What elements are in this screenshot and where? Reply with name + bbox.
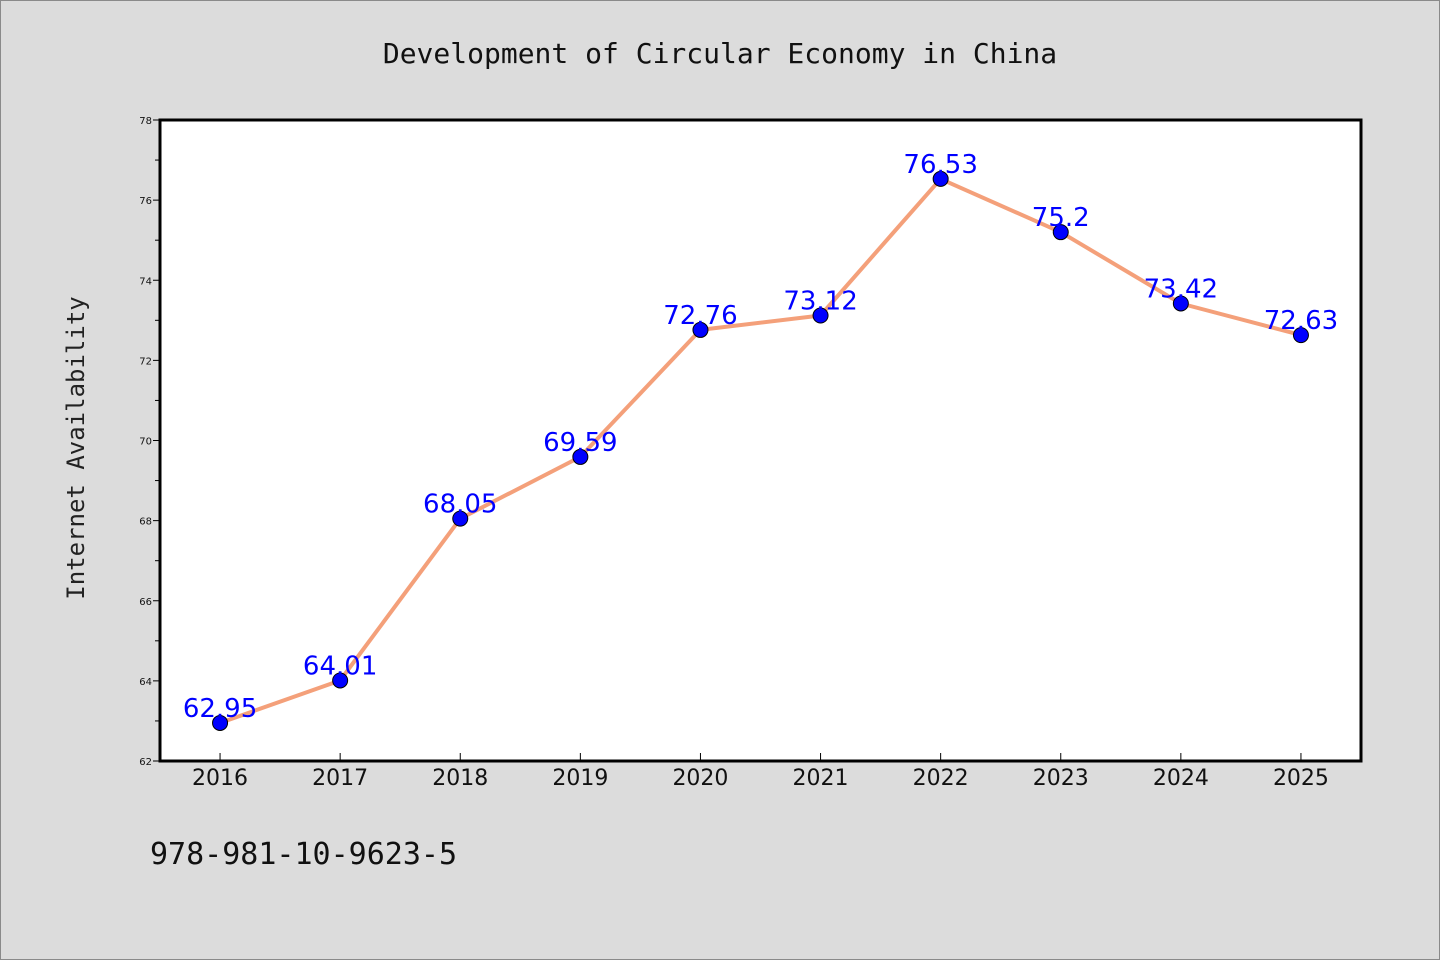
data-label: 64.01 xyxy=(303,651,377,681)
footer-isbn: 978-981-10-9623-5 xyxy=(150,837,457,872)
data-point-marker xyxy=(1052,224,1069,241)
y-tick-label: 62 xyxy=(139,757,152,768)
x-tick-label: 2016 xyxy=(192,766,248,791)
y-axis-label: Internet Availability xyxy=(62,296,90,599)
data-point-marker xyxy=(332,672,349,689)
data-point-marker xyxy=(932,170,949,187)
data-point-marker xyxy=(692,321,709,338)
data-label: 75.2 xyxy=(1032,203,1090,233)
x-tick-label: 2020 xyxy=(672,766,728,791)
y-tick-label: 76 xyxy=(139,196,152,207)
data-point-marker xyxy=(1172,295,1189,312)
y-tick-label: 66 xyxy=(139,597,152,608)
data-point-marker xyxy=(212,714,229,731)
x-axis: 2016 2017 2018 2019 2020 2021 2022 2023 2024 2025 xyxy=(192,753,1329,791)
x-tick-label: 2017 xyxy=(312,766,368,791)
series-line-group xyxy=(218,176,1303,725)
data-label: 69.59 xyxy=(543,428,617,458)
x-tick-label: 2022 xyxy=(913,766,969,791)
x-tick-label: 2019 xyxy=(552,766,608,791)
y-tick-label: 72 xyxy=(139,356,152,367)
y-tick-label: 64 xyxy=(139,677,152,688)
data-label: 76.53 xyxy=(903,150,977,180)
data-point-marker xyxy=(812,307,829,324)
data-label: 62.95 xyxy=(183,694,257,724)
data-point-marker xyxy=(452,510,469,527)
data-label: 72.63 xyxy=(1264,306,1338,336)
y-tick-label: 68 xyxy=(139,517,152,528)
data-label: 68.05 xyxy=(423,490,497,520)
y-tick-label: 70 xyxy=(139,437,152,448)
x-tick-label: 2021 xyxy=(793,766,849,791)
x-tick-label: 2018 xyxy=(432,766,488,791)
x-tick-label: 2024 xyxy=(1153,766,1209,791)
chart-title: Development of Circular Economy in China xyxy=(383,37,1057,70)
y-axis: 62 64 66 68 70 72 74 76 78 xyxy=(139,116,160,768)
data-point-marker xyxy=(1292,327,1309,344)
data-label: 73.42 xyxy=(1144,274,1218,304)
markers-group xyxy=(212,170,1309,731)
data-labels-group: 62.95 64.01 68.05 69.59 72.76 73.12 76.53 75.2 7… xyxy=(183,150,1338,724)
data-point-marker xyxy=(572,448,589,465)
data-label: 72.76 xyxy=(663,301,737,331)
y-tick-label: 78 xyxy=(139,116,152,127)
series-line xyxy=(218,176,1303,725)
x-tick-label: 2023 xyxy=(1033,766,1089,791)
x-tick-label: 2025 xyxy=(1273,766,1329,791)
y-tick-label: 74 xyxy=(139,276,152,287)
data-label: 73.12 xyxy=(783,287,857,317)
